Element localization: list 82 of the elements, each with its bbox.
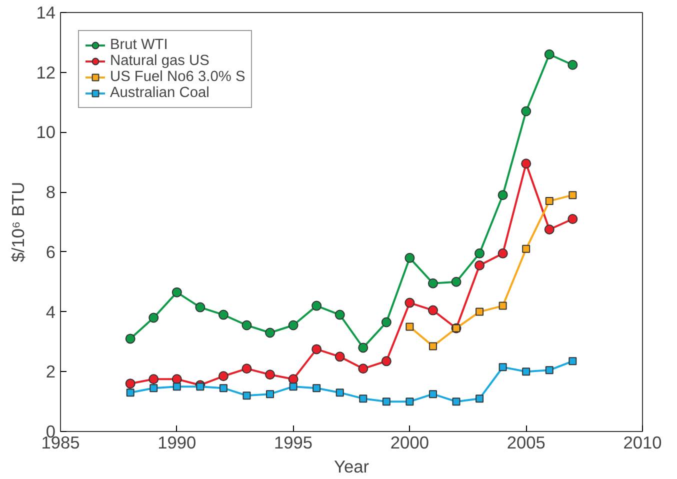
- point: [404, 252, 415, 263]
- point: [568, 357, 577, 366]
- point: [358, 364, 368, 374]
- point: [498, 248, 508, 258]
- point: [312, 344, 322, 354]
- point: [172, 374, 182, 384]
- y-tick-label: 4: [46, 302, 56, 322]
- y-axis-title: $/10⁶ BTU: [8, 182, 28, 262]
- point: [452, 398, 460, 406]
- point: [172, 287, 182, 298]
- point: [498, 190, 508, 200]
- point: [381, 317, 392, 328]
- point: [150, 384, 158, 392]
- point: [312, 300, 322, 311]
- point: [265, 328, 276, 338]
- point: [334, 310, 345, 320]
- point: [219, 384, 228, 392]
- point: [381, 356, 392, 366]
- point: [545, 366, 554, 374]
- point: [544, 49, 554, 60]
- point: [498, 302, 507, 310]
- y-tick-label: 10: [36, 122, 56, 142]
- x-tick-label: 1995: [274, 432, 313, 452]
- point: [195, 302, 206, 312]
- point: [242, 364, 252, 374]
- point: [498, 363, 507, 372]
- point: [125, 334, 136, 344]
- legend-label: US Fuel No6 3.0% S: [110, 69, 246, 85]
- point: [125, 378, 136, 389]
- point: [406, 398, 414, 406]
- point: [406, 322, 414, 331]
- point: [242, 320, 252, 330]
- point: [218, 310, 228, 320]
- point: [521, 106, 532, 116]
- point: [521, 158, 532, 169]
- point: [265, 370, 276, 380]
- y-tick-label: 12: [36, 62, 56, 82]
- x-tick-label: 2000: [390, 432, 429, 452]
- point: [289, 382, 298, 391]
- point: [382, 398, 390, 406]
- y-tick-label: 6: [46, 242, 56, 262]
- point: [288, 320, 298, 330]
- legend-label: Brut WTI: [110, 37, 168, 53]
- point: [474, 260, 485, 270]
- point: [428, 305, 438, 316]
- point: [568, 214, 578, 224]
- point: [545, 197, 554, 206]
- y-tick-label: 8: [46, 182, 56, 202]
- point: [474, 248, 485, 258]
- point: [358, 342, 368, 353]
- point: [451, 276, 462, 287]
- point: [218, 371, 228, 382]
- x-tick-label: 1990: [158, 432, 196, 452]
- point: [476, 394, 484, 403]
- point: [544, 224, 554, 234]
- point: [126, 388, 134, 397]
- point: [428, 342, 437, 350]
- point: [172, 382, 181, 391]
- point: [428, 390, 437, 398]
- point: [336, 388, 344, 397]
- point: [148, 312, 159, 323]
- point: [404, 298, 415, 308]
- y-tick-label: 14: [36, 2, 56, 22]
- point: [312, 384, 321, 392]
- point: [266, 390, 274, 398]
- legend-label: Natural gas US: [110, 53, 210, 69]
- x-tick-label: 2010: [623, 432, 662, 452]
- point: [476, 308, 484, 316]
- point: [522, 368, 530, 376]
- point: [196, 382, 204, 391]
- point: [428, 278, 438, 288]
- point: [242, 392, 251, 400]
- legend-label: Australian Coal: [110, 85, 210, 101]
- point: [568, 60, 578, 70]
- x-axis-title: Year: [334, 456, 370, 476]
- point: [148, 374, 159, 384]
- x-tick-label: 2005: [506, 432, 546, 452]
- point: [568, 191, 577, 200]
- y-tick-label: 2: [46, 362, 56, 382]
- point: [522, 244, 530, 253]
- point: [359, 394, 368, 403]
- point: [334, 352, 345, 362]
